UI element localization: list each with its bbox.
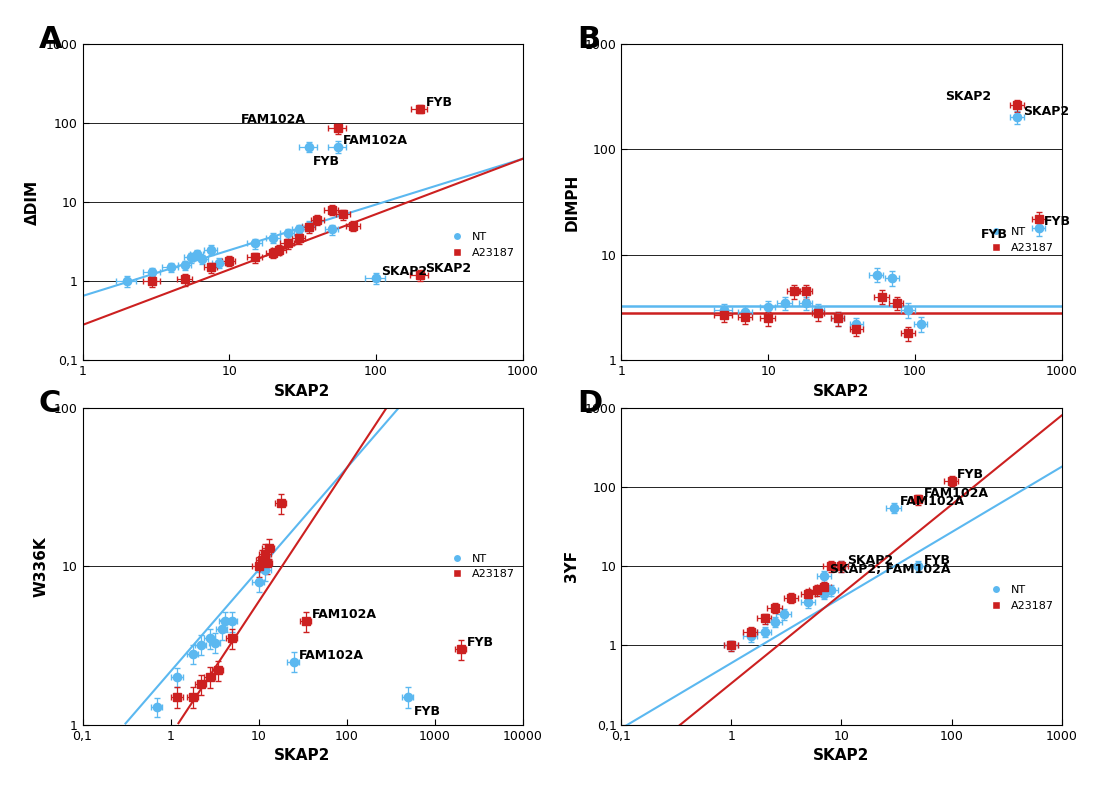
Text: SKAP2: SKAP2 [1023,105,1069,117]
Text: B: B [578,25,601,54]
Text: FAM102A: FAM102A [312,608,377,622]
Text: SKAP2; FAM102A: SKAP2; FAM102A [830,563,950,577]
X-axis label: SKAP2: SKAP2 [274,384,331,399]
Legend: NT, A23187: NT, A23187 [444,230,517,260]
Text: FAM102A: FAM102A [299,649,364,662]
Legend: NT, A23187: NT, A23187 [983,583,1056,613]
X-axis label: SKAP2: SKAP2 [813,384,870,399]
Text: FYB: FYB [1044,215,1071,228]
Text: FYB: FYB [980,228,1008,241]
Legend: NT, A23187: NT, A23187 [444,551,517,581]
Text: FYB: FYB [957,468,984,481]
X-axis label: SKAP2: SKAP2 [274,748,331,763]
Text: SKAP2: SKAP2 [382,265,428,278]
Text: SKAP2: SKAP2 [945,89,991,103]
Text: FAM102A: FAM102A [900,495,965,508]
Y-axis label: W336K: W336K [33,536,48,596]
Text: FYB: FYB [466,636,494,649]
X-axis label: SKAP2: SKAP2 [813,748,870,763]
Text: D: D [578,389,603,418]
Text: FYB: FYB [924,554,950,566]
Text: FYB: FYB [426,96,452,109]
Text: FAM102A: FAM102A [924,486,989,500]
Text: FAM102A: FAM102A [241,112,306,126]
Legend: NT, A23187: NT, A23187 [983,225,1056,255]
Y-axis label: 3YF: 3YF [564,550,580,582]
Text: FAM102A: FAM102A [343,134,408,147]
Text: SKAP2: SKAP2 [847,554,893,566]
Text: A: A [39,25,62,54]
Text: FYB: FYB [414,705,441,718]
Text: SKAP2: SKAP2 [426,262,472,275]
Y-axis label: DIMPH: DIMPH [564,173,580,230]
Text: C: C [39,389,60,418]
Text: FYB: FYB [314,154,340,168]
Y-axis label: ΔDIM: ΔDIM [25,180,41,224]
